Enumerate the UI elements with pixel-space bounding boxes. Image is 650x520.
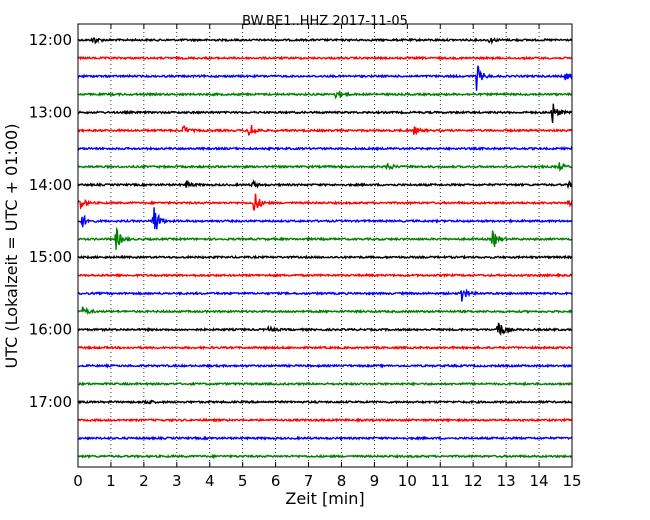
x-tick-label: 3 — [172, 472, 182, 490]
trace-1230 — [77, 65, 573, 91]
trace-1315 — [77, 124, 573, 136]
x-tick-label: 1 — [106, 472, 116, 490]
trace-1200 — [77, 36, 573, 46]
trace-1600 — [77, 322, 573, 337]
x-tick-label: 4 — [205, 472, 215, 490]
y-axis-ticks: 12:00 13:00 14:00 15:00 16:00 17:00 — [29, 31, 572, 411]
trace-1515 — [77, 272, 573, 279]
y-tick-label: 12:00 — [29, 31, 72, 49]
y-tick-label: 13:00 — [29, 103, 72, 121]
x-tick-label: 2 — [139, 472, 149, 490]
x-tick-label: 14 — [530, 472, 549, 490]
x-tick-label: 5 — [238, 472, 248, 490]
x-axis-ticks: 0 1 2 3 4 5 6 7 8 9 10 11 12 13 14 15 — [73, 24, 582, 490]
y-axis-label: UTC (Lokalzeit = UTC + 01:00) — [2, 124, 21, 369]
plot-frame — [77, 23, 573, 468]
trace-1745 — [77, 453, 573, 460]
x-tick-label: 12 — [464, 472, 483, 490]
trace-1700 — [77, 399, 573, 405]
x-tick-label: 10 — [398, 472, 417, 490]
x-tick-label: 9 — [370, 472, 380, 490]
x-tick-label: 15 — [562, 472, 581, 490]
y-tick-label: 15:00 — [29, 248, 72, 266]
x-tick-label: 6 — [271, 472, 281, 490]
trace-1445 — [77, 226, 573, 250]
y-tick-label: 16:00 — [29, 321, 72, 339]
trace-1530 — [77, 288, 573, 302]
trace-1500 — [77, 254, 573, 260]
y-tick-label: 17:00 — [29, 393, 72, 411]
chart-title: BW.BE1..HHZ 2017-11-05 — [242, 14, 408, 29]
trace-1215 — [77, 55, 573, 61]
seismogram-traces — [77, 36, 573, 460]
x-tick-label: 0 — [73, 472, 83, 490]
trace-1245 — [77, 90, 573, 100]
y-tick-label: 14:00 — [29, 176, 72, 194]
trace-1645 — [77, 381, 573, 387]
trace-1630 — [77, 363, 573, 369]
trace-1545 — [77, 306, 573, 316]
x-tick-label: 7 — [304, 472, 314, 490]
x-axis-label: Zeit [min] — [285, 489, 364, 508]
trace-1730 — [77, 435, 573, 441]
trace-1615 — [77, 345, 573, 351]
trace-1430 — [77, 207, 573, 230]
trace-1330 — [77, 145, 573, 152]
trace-1715 — [77, 417, 573, 423]
x-tick-label: 8 — [337, 472, 347, 490]
x-tick-label: 13 — [497, 472, 516, 490]
trace-1415 — [77, 193, 573, 211]
trace-1400 — [77, 179, 573, 190]
trace-1300 — [77, 103, 573, 123]
x-tick-label: 11 — [431, 472, 450, 490]
trace-1345 — [77, 162, 573, 172]
